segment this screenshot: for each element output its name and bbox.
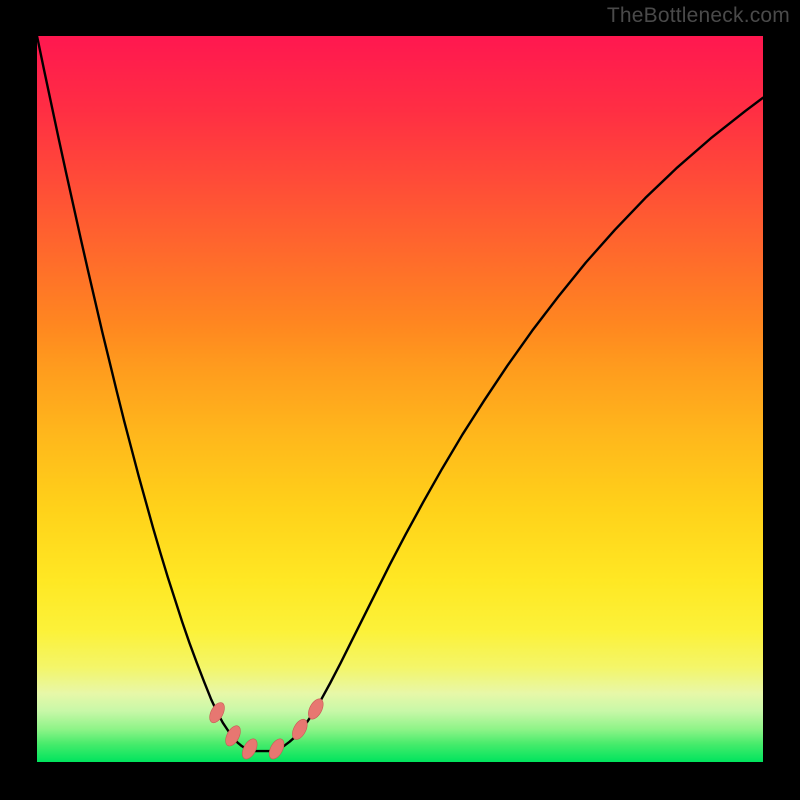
watermark-text: TheBottleneck.com: [607, 4, 790, 28]
chart-container: TheBottleneck.com: [0, 0, 800, 800]
gradient-background: [37, 36, 763, 762]
plot-area: [37, 36, 763, 762]
